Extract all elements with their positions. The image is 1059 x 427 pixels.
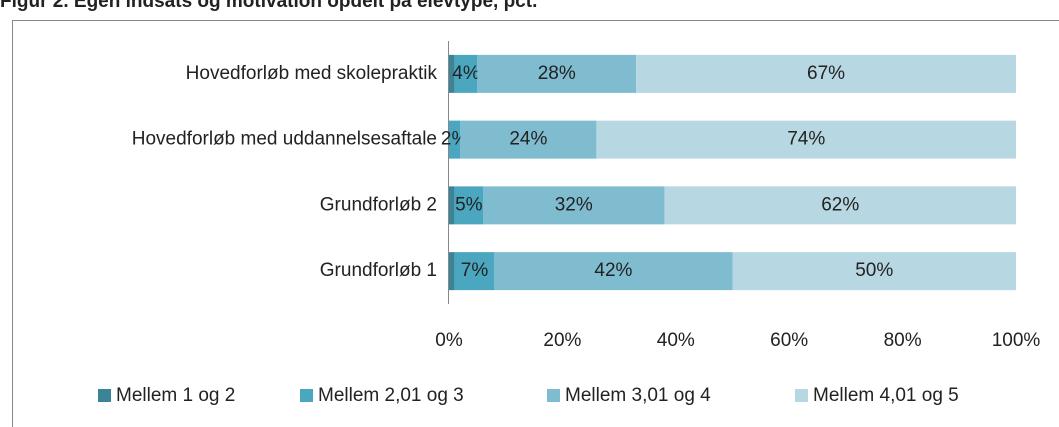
x-tick-label: 60% bbox=[770, 330, 808, 351]
x-tick-label: 40% bbox=[657, 330, 695, 351]
y-tick-label: Grundforløb 2 bbox=[320, 194, 437, 215]
legend-label: Mellem 1 og 2 bbox=[116, 385, 235, 406]
y-tick-label: Grundforløb 1 bbox=[320, 260, 437, 281]
data-label: 62% bbox=[821, 194, 859, 215]
bar-segment bbox=[454, 252, 495, 291]
legend-swatch bbox=[547, 389, 560, 402]
x-tick-label: 100% bbox=[992, 330, 1041, 351]
legend-swatch bbox=[300, 389, 313, 402]
bar-segment bbox=[449, 54, 455, 93]
bar-segment bbox=[449, 252, 455, 291]
data-label: 42% bbox=[594, 260, 632, 281]
legend-label: Mellem 4,01 og 5 bbox=[813, 385, 959, 406]
data-label: 67% bbox=[807, 63, 845, 84]
bar-segment bbox=[454, 186, 484, 225]
bar-segment bbox=[596, 120, 1016, 159]
bar-segment bbox=[454, 54, 478, 93]
data-label: 4% bbox=[452, 63, 480, 84]
data-label: 50% bbox=[855, 260, 893, 281]
x-tick-label: 0% bbox=[435, 330, 463, 351]
data-label: 7% bbox=[461, 260, 489, 281]
chart-title: Figur 2. Egen indsats og motivation opde… bbox=[0, 0, 537, 12]
y-tick-label: Hovedforløb med uddannelsesaftale bbox=[132, 129, 437, 150]
data-label: 5% bbox=[455, 194, 483, 215]
legend-swatch bbox=[795, 389, 808, 402]
bar-segment bbox=[449, 120, 461, 159]
bar-segment bbox=[477, 54, 637, 93]
chart-frame bbox=[12, 20, 1059, 427]
bar-segment bbox=[483, 186, 665, 225]
bar-segment bbox=[636, 54, 1016, 93]
x-tick-label: 20% bbox=[543, 330, 581, 351]
bar-segment bbox=[460, 120, 597, 159]
legend-swatch bbox=[98, 389, 111, 402]
data-label: 32% bbox=[555, 194, 593, 215]
data-label: 28% bbox=[538, 63, 576, 84]
bar-segment bbox=[664, 186, 1016, 225]
y-tick-label: Hovedforløb med skolepraktik bbox=[186, 63, 438, 84]
bar-segment bbox=[494, 252, 733, 291]
x-tick-label: 80% bbox=[884, 330, 922, 351]
legend-label: Mellem 2,01 og 3 bbox=[318, 385, 464, 406]
bar-segment bbox=[732, 252, 1016, 291]
data-label: 74% bbox=[787, 129, 825, 150]
data-label: 24% bbox=[509, 129, 547, 150]
bar-segment bbox=[449, 186, 455, 225]
legend-label: Mellem 3,01 og 4 bbox=[565, 385, 711, 406]
